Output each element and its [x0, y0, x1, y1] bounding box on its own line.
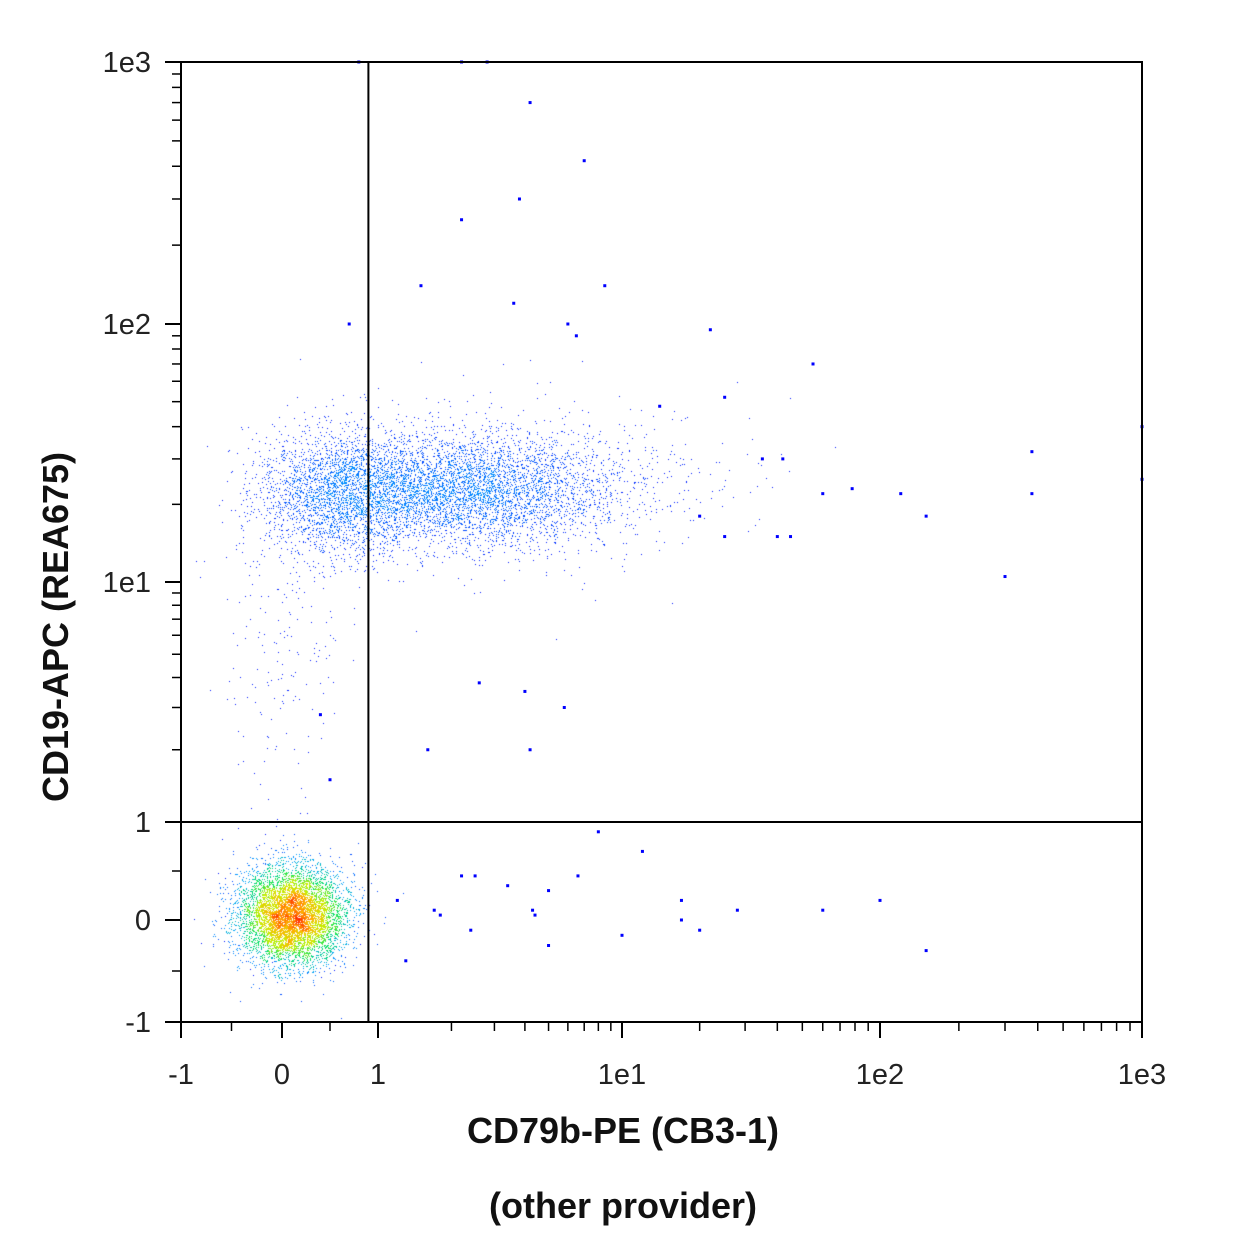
y-tick-label: 1e1 [103, 567, 151, 599]
outlier-points [318, 60, 1144, 963]
outlier-point [328, 778, 332, 782]
outlier-point [473, 874, 477, 878]
outlier-point [596, 830, 600, 834]
y-tick-label: 1e3 [103, 47, 151, 79]
outlier-point [395, 898, 399, 902]
outlier-point [775, 535, 779, 539]
outlier-point [603, 284, 607, 288]
outlier-point [531, 908, 535, 912]
outlier-point [576, 874, 580, 878]
outlier-point [679, 918, 683, 922]
y-axis-title: CD19-APC (REA675) [35, 452, 76, 802]
outlier-point [438, 913, 442, 917]
x-tick-label: 1e3 [1118, 1059, 1166, 1091]
y-tick-label: 0 [135, 905, 151, 937]
outlier-point [582, 159, 586, 163]
outlier-point [426, 748, 430, 752]
outlier-point [924, 949, 928, 953]
outlier-point [517, 197, 521, 201]
outlier-point [620, 933, 624, 937]
outlier-point [781, 457, 785, 461]
outlier-point [574, 334, 578, 338]
y-tick-label: 1e2 [103, 309, 151, 341]
outlier-point [679, 898, 683, 902]
outlier-point [789, 535, 793, 539]
outlier-point [735, 908, 739, 912]
outlier-point [512, 301, 516, 305]
outlier-point [404, 959, 408, 963]
quadrant-gates [181, 62, 1142, 1022]
x-tick-label: 1 [370, 1059, 386, 1091]
outlier-point [547, 944, 551, 947]
outlier-point [460, 874, 464, 878]
outlier-point [528, 101, 532, 105]
outlier-point [723, 535, 727, 539]
outlier-point [1030, 450, 1034, 454]
outlier-point [658, 404, 662, 408]
outlier-point [821, 492, 825, 496]
outlier-point [318, 713, 322, 717]
outlier-point [924, 514, 928, 518]
outlier-point [432, 908, 436, 912]
outlier-point [850, 487, 854, 491]
outlier-point [469, 928, 473, 932]
outlier-point [878, 898, 882, 902]
outlier-point [460, 218, 464, 222]
x-tick-label: -1 [168, 1059, 194, 1091]
outlier-point [723, 395, 727, 399]
y-tick-label: 1 [135, 807, 151, 839]
outlier-point [528, 748, 532, 752]
x-axis-subtitle: (other provider) [489, 1185, 757, 1226]
outlier-point [821, 908, 825, 912]
outlier-point [1003, 575, 1007, 579]
x-axis: -1 0 1 1e1 1e2 1e3 [168, 1021, 1166, 1091]
outlier-point [811, 362, 815, 366]
outlier-point [547, 889, 551, 893]
outlier-point [1030, 492, 1034, 496]
outlier-point [562, 705, 566, 709]
x-axis-title: CD79b-PE (CB3-1) [467, 1110, 779, 1151]
outlier-point [760, 457, 764, 461]
x-tick-label: 0 [274, 1059, 290, 1091]
outlier-point [477, 681, 481, 685]
outlier-point [419, 284, 423, 288]
y-axis: -1 0 1 1e1 1e2 1e3 [103, 47, 182, 1039]
outlier-point [698, 928, 702, 932]
outlier-point [533, 913, 537, 917]
density-dot-cloud [181, 62, 1142, 1022]
outlier-point [506, 884, 510, 888]
x-tick-label: 1e2 [856, 1059, 904, 1091]
x-tick-label: 1e1 [598, 1059, 646, 1091]
outlier-point [708, 328, 712, 332]
outlier-point [347, 322, 351, 326]
outlier-point [566, 322, 570, 326]
outlier-point [899, 492, 903, 496]
y-tick-label: -1 [125, 1007, 151, 1039]
outlier-point [523, 689, 527, 693]
outlier-point [698, 514, 702, 518]
outlier-point [640, 849, 644, 853]
